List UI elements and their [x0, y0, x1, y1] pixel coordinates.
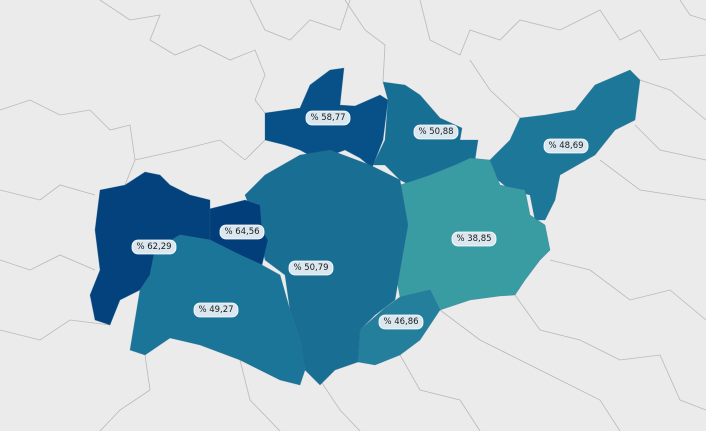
region-value-label: % 48,69 — [543, 138, 589, 154]
region-value: % 46,86 — [383, 317, 418, 327]
region-value: % 49,27 — [198, 305, 233, 315]
map-labels: % 58,77 % 50,88 % 48,69 % 38,85 % 46,86 % 50,… — [131, 110, 589, 330]
label-background — [305, 110, 351, 126]
label-background — [131, 239, 177, 255]
region-value: % 48,69 — [548, 141, 583, 151]
label-background — [543, 138, 589, 154]
region-value: % 62,29 — [136, 242, 171, 252]
label-background — [378, 314, 424, 330]
region-value-label: % 62,29 — [131, 239, 177, 255]
region-value-label: % 38,85 — [451, 231, 497, 247]
region-value: % 50,79 — [293, 263, 328, 273]
region-value: % 50,88 — [418, 127, 453, 137]
label-background — [451, 231, 497, 247]
region-value-label: % 50,79 — [288, 260, 334, 276]
label-background — [193, 302, 239, 318]
region-value-label: % 46,86 — [378, 314, 424, 330]
region-value-label: % 64,56 — [219, 224, 265, 240]
region-value: % 58,77 — [310, 113, 345, 123]
region-value-label: % 49,27 — [193, 302, 239, 318]
label-background — [413, 124, 459, 140]
label-background — [288, 260, 334, 276]
region-value: % 64,56 — [224, 227, 259, 237]
label-background — [219, 224, 265, 240]
region-value: % 38,85 — [456, 234, 491, 244]
region-value-label: % 50,88 — [413, 124, 459, 140]
region-value-label: % 58,77 — [305, 110, 351, 126]
